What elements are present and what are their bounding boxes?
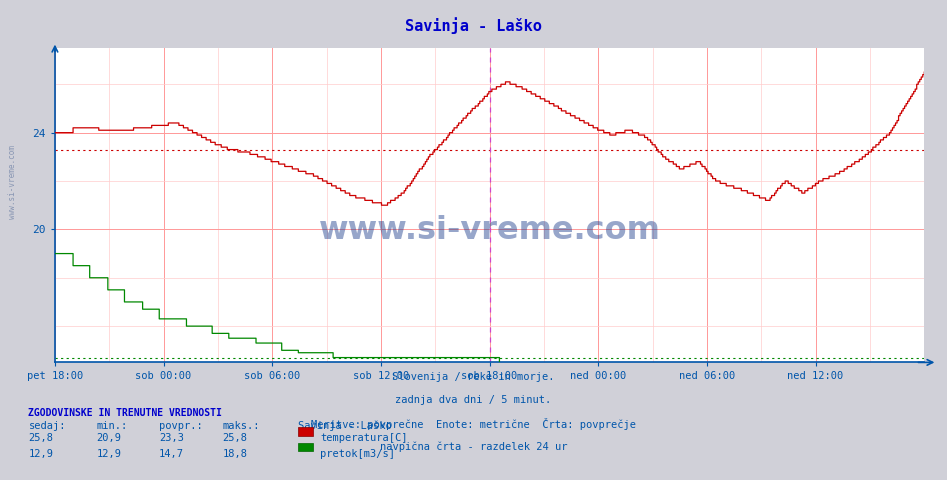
Text: zadnja dva dni / 5 minut.: zadnja dva dni / 5 minut. [396,395,551,405]
Text: 12,9: 12,9 [97,449,121,459]
Text: Slovenija / reke in morje.: Slovenija / reke in morje. [392,372,555,382]
Text: Savinja - Laško: Savinja - Laško [405,17,542,34]
Text: sedaj:: sedaj: [28,421,66,431]
Text: povpr.:: povpr.: [159,421,203,431]
Text: 20,9: 20,9 [97,433,121,444]
Text: 25,8: 25,8 [223,433,247,444]
Text: ZGODOVINSKE IN TRENUTNE VREDNOSTI: ZGODOVINSKE IN TRENUTNE VREDNOSTI [28,408,223,419]
Text: maks.:: maks.: [223,421,260,431]
Text: 23,3: 23,3 [159,433,184,444]
Text: www.si-vreme.com: www.si-vreme.com [8,145,17,219]
Text: www.si-vreme.com: www.si-vreme.com [318,215,661,246]
Text: Meritve: povprečne  Enote: metrične  Črta: povprečje: Meritve: povprečne Enote: metrične Črta:… [311,418,636,430]
Text: 18,8: 18,8 [223,449,247,459]
Text: navpična črta - razdelek 24 ur: navpična črta - razdelek 24 ur [380,441,567,452]
Text: Savinja - Laško: Savinja - Laško [298,421,392,432]
Text: temperatura[C]: temperatura[C] [320,433,407,444]
Text: pretok[m3/s]: pretok[m3/s] [320,449,395,459]
Text: 12,9: 12,9 [28,449,53,459]
Text: 25,8: 25,8 [28,433,53,444]
Text: 14,7: 14,7 [159,449,184,459]
Text: min.:: min.: [97,421,128,431]
